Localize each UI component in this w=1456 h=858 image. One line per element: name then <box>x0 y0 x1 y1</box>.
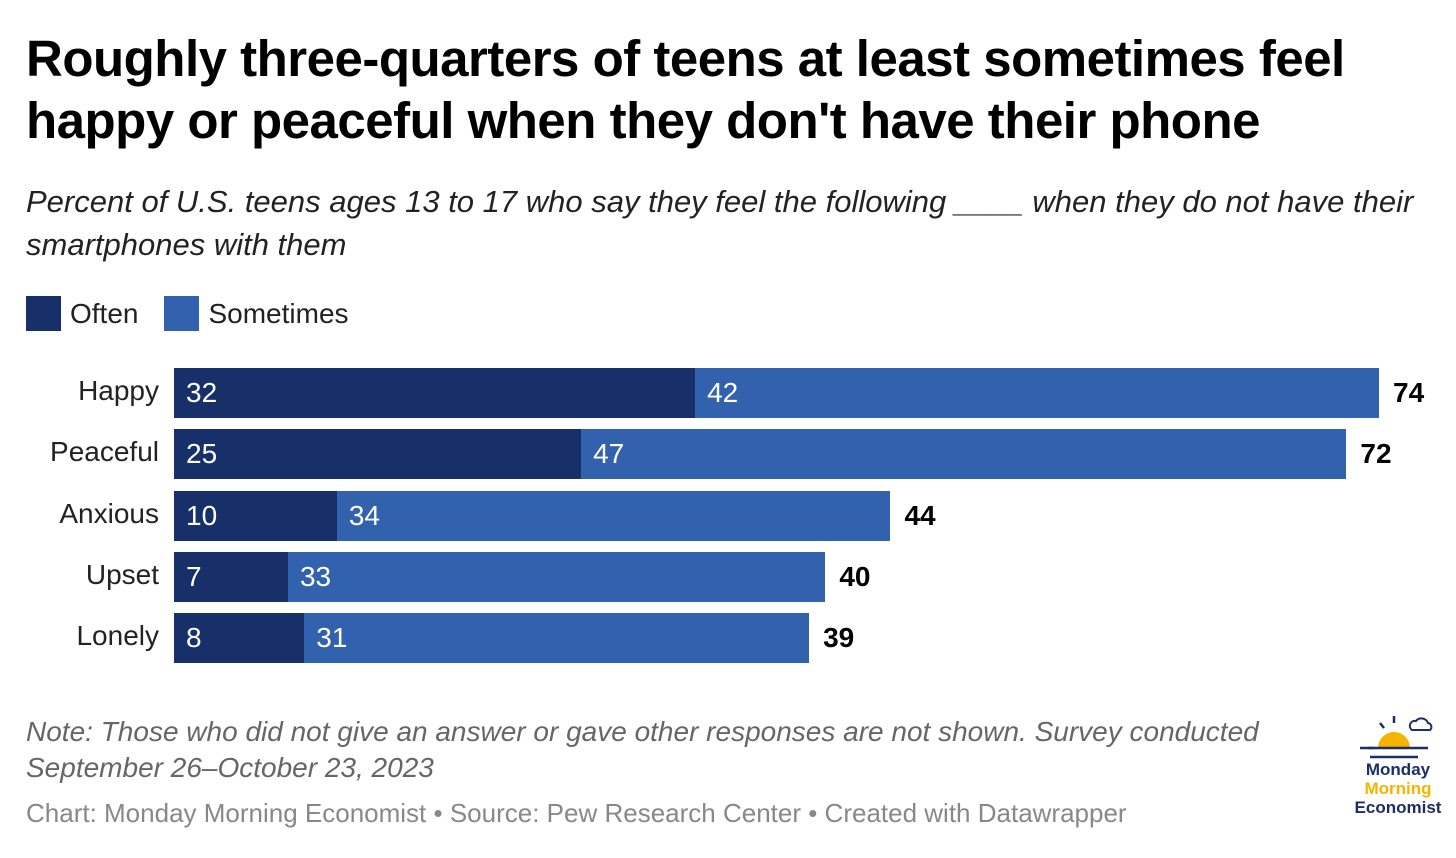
legend-label-sometimes: Sometimes <box>208 297 349 329</box>
data-label: 31 <box>316 622 348 654</box>
total-label: 40 <box>839 560 871 592</box>
category-label: Anxious <box>59 497 159 529</box>
data-label: 34 <box>348 499 380 531</box>
bar-often: 7 <box>174 551 288 602</box>
total-label: 74 <box>1393 377 1425 408</box>
data-label: 10 <box>186 499 218 531</box>
chart-footer: Chart: Monday Morning Economist • Source… <box>26 798 1127 828</box>
bar-sometimes: 31 <box>304 613 810 664</box>
bar-often: 8 <box>174 613 305 664</box>
data-label: 33 <box>299 560 332 592</box>
chart-title: Roughly three-quarters of teens at least… <box>26 30 1345 149</box>
bar-often: 32 <box>174 368 696 418</box>
data-label: 42 <box>707 377 739 408</box>
data-label: 8 <box>186 622 202 654</box>
total-label: 39 <box>823 622 855 654</box>
logo: Monday Morning Economist <box>1348 708 1448 817</box>
data-label: 7 <box>186 560 202 592</box>
bar-chart: Happy 32 42 74 Peaceful 25 47 72 Anxious 10 34 44 Up… <box>50 368 1425 664</box>
logo-line1: Monday <box>1365 760 1431 779</box>
category-label: Lonely <box>76 620 159 652</box>
data-label: 47 <box>593 438 625 470</box>
legend-swatch-sometimes <box>164 296 200 331</box>
bar-often: 25 <box>174 429 582 480</box>
legend: Often Sometimes <box>26 296 526 331</box>
total-label: 44 <box>904 499 936 531</box>
total-label: 72 <box>1360 438 1392 470</box>
sunrise-logo-icon <box>1360 716 1433 759</box>
bar-sometimes: 33 <box>287 551 826 602</box>
legend-label-often: Often <box>70 297 139 329</box>
logo-line3: Economist <box>1354 798 1442 817</box>
bar-sometimes: 47 <box>581 429 1347 480</box>
chart-subtitle: Percent of U.S. teens ages 13 to 17 who … <box>26 184 1414 262</box>
bar-sometimes: 42 <box>695 368 1379 418</box>
legend-swatch-often <box>26 296 61 331</box>
category-label: Peaceful <box>50 436 159 468</box>
bar-sometimes: 34 <box>336 490 891 541</box>
data-label: 32 <box>186 377 218 408</box>
category-label: Upset <box>85 558 159 590</box>
chart-note: Note: Those who did not give an answer o… <box>26 716 1259 783</box>
data-label: 25 <box>186 438 218 470</box>
logo-line2: Morning <box>1364 779 1432 798</box>
category-label: Happy <box>78 375 159 406</box>
bar-often: 10 <box>174 490 337 541</box>
